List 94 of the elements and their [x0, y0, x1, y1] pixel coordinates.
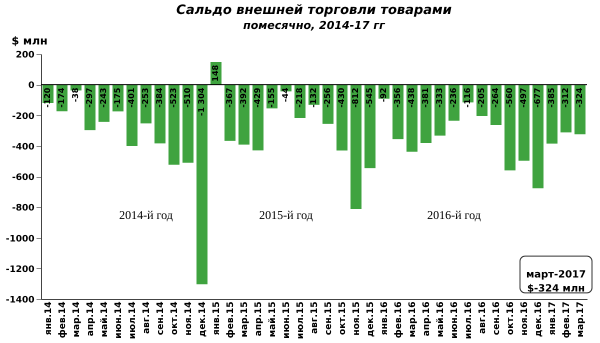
- x-tick-label: май.16: [436, 302, 446, 338]
- data-label: -44: [281, 87, 290, 102]
- data-label: -430: [337, 87, 346, 108]
- x-tick-label: фев.14: [58, 302, 68, 338]
- data-label: -120: [43, 87, 52, 108]
- data-label: -384: [155, 87, 164, 108]
- data-label: -401: [127, 87, 136, 108]
- annotation: 2014-й год: [119, 208, 173, 222]
- y-tick-label: -200: [12, 112, 34, 122]
- data-label: -218: [295, 87, 304, 108]
- data-label: -297: [85, 88, 94, 108]
- data-label: -1 304: [197, 87, 206, 116]
- x-tick-label: дек.14: [198, 302, 208, 337]
- x-tick-label: авг.15: [310, 302, 320, 334]
- x-tick-label: июн.15: [282, 302, 292, 339]
- x-tick-label: апр.14: [86, 302, 96, 336]
- data-label: 148: [211, 64, 220, 82]
- x-tick-label: ноя.16: [520, 302, 530, 336]
- x-tick-label: апр.16: [422, 302, 432, 336]
- x-tick-label: дек.16: [534, 302, 544, 337]
- x-tick-label: фев.17: [562, 302, 572, 338]
- chart-title: Сальдо внешней торговли товарами: [176, 3, 452, 18]
- data-label: -429: [253, 87, 262, 108]
- data-label: -38: [71, 87, 80, 102]
- y-axis-title: $ млн: [12, 34, 48, 48]
- x-tick-label: сен.14: [156, 302, 166, 336]
- x-tick-label: мар.14: [72, 302, 82, 338]
- x-tick-label: май.14: [100, 302, 110, 338]
- x-tick-label: апр.15: [254, 302, 264, 336]
- x-tick-label: янв.14: [44, 302, 54, 336]
- y-tick-label: -1400: [6, 296, 34, 306]
- data-label: -253: [141, 88, 150, 108]
- data-label: -116: [463, 87, 472, 108]
- y-tick-label: -800: [12, 204, 34, 214]
- x-tick-label: окт.16: [506, 302, 516, 335]
- x-tick-label: июн.14: [114, 302, 124, 339]
- data-label: -812: [351, 88, 360, 108]
- x-tick-label: июл.15: [296, 302, 306, 340]
- x-tick-label: май.15: [268, 302, 278, 338]
- data-label: -392: [239, 88, 248, 108]
- data-label: -497: [519, 88, 528, 108]
- y-tick-label: 0: [28, 81, 34, 92]
- data-label: -312: [561, 88, 570, 108]
- x-tick-label: июл.14: [128, 302, 138, 340]
- data-label: -264: [491, 87, 500, 108]
- data-label: -545: [365, 87, 374, 108]
- y-tick-label: 200: [16, 50, 34, 60]
- x-tick-label: фев.15: [226, 302, 236, 338]
- data-label: -205: [477, 87, 486, 108]
- x-tick-label: сен.16: [492, 302, 502, 336]
- data-label: -677: [533, 88, 542, 108]
- data-label: -132: [309, 88, 318, 108]
- annotation: 2016-й год: [427, 208, 481, 222]
- x-tick-label: ноя.15: [352, 302, 362, 336]
- data-label: -333: [435, 88, 444, 108]
- data-label: -175: [113, 87, 122, 108]
- x-tick-label: авг.16: [478, 302, 488, 334]
- data-label: -243: [99, 88, 108, 108]
- data-label: -155: [267, 87, 276, 108]
- x-tick-label: июн.16: [450, 302, 460, 339]
- chart-subtitle: помесячно, 2014-17 гг: [243, 19, 386, 32]
- x-tick-label: июл.16: [464, 302, 474, 340]
- y-tick-label: -1000: [6, 234, 34, 244]
- y-tick-label: -600: [12, 173, 34, 183]
- data-label: -510: [183, 87, 192, 108]
- data-label: -381: [421, 87, 430, 108]
- data-label: -438: [407, 87, 416, 108]
- x-tick-label: дек.15: [366, 302, 376, 337]
- data-label: -236: [449, 87, 458, 108]
- x-tick-label: окт.14: [170, 302, 180, 335]
- x-tick-label: фев.16: [394, 302, 404, 338]
- x-tick-label: авг.14: [142, 302, 152, 334]
- data-label: -356: [393, 87, 402, 108]
- data-label: -560: [505, 87, 514, 108]
- x-tick-label: янв.16: [380, 302, 390, 336]
- y-tick-label: -400: [12, 142, 34, 152]
- data-label: -367: [225, 88, 234, 108]
- x-tick-label: мар.16: [408, 302, 418, 338]
- data-label: -523: [169, 88, 178, 108]
- x-tick-label: мар.15: [240, 302, 250, 338]
- x-tick-label: янв.15: [212, 302, 222, 336]
- x-tick-label: янв.17: [548, 302, 558, 336]
- data-label: -324: [575, 87, 584, 108]
- annotation: март-2017 $-324 млн: [526, 270, 586, 294]
- data-label: -385: [547, 87, 556, 108]
- data-label: -92: [379, 88, 388, 102]
- x-tick-label: сен.15: [324, 302, 334, 336]
- x-tick-label: ноя.14: [184, 302, 194, 336]
- x-tick-label: окт.15: [338, 302, 348, 335]
- annotation: 2015-й год: [259, 208, 313, 222]
- x-tick-label: мар.17: [576, 302, 586, 338]
- y-tick-label: -1200: [6, 264, 34, 275]
- data-label: -174: [57, 87, 66, 108]
- data-label: -256: [323, 87, 332, 108]
